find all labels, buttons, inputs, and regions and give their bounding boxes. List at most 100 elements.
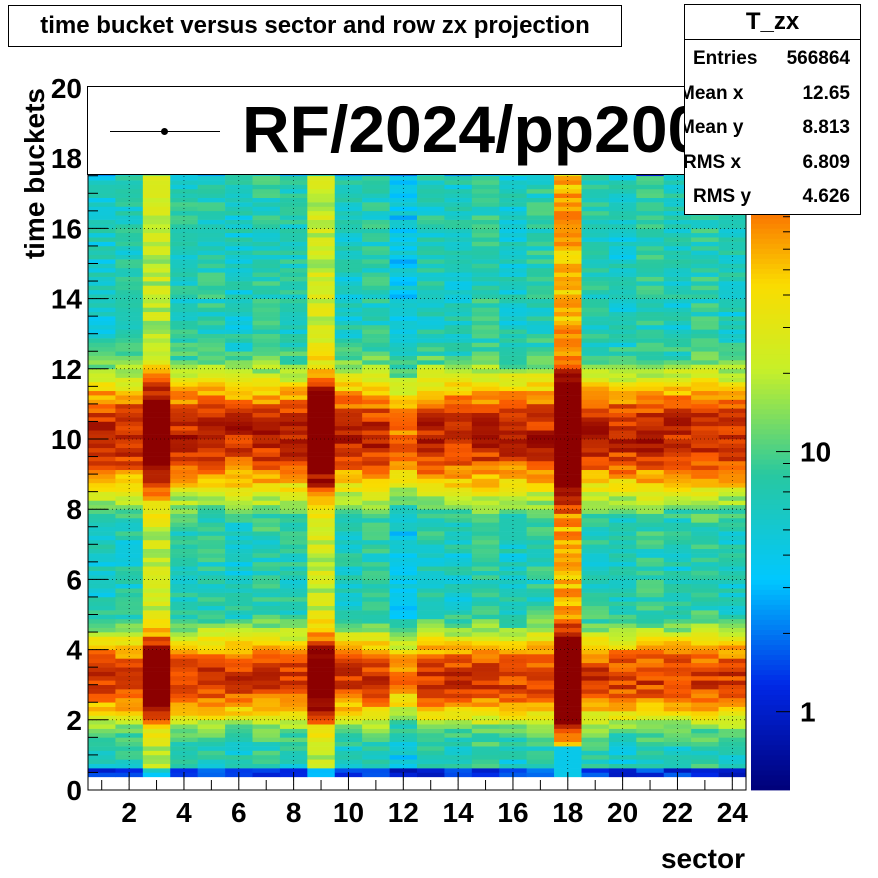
- heatmap-cell: [115, 364, 144, 370]
- heatmap-cell: [499, 737, 527, 743]
- heatmap-cell: [663, 715, 692, 721]
- heatmap-cell: [663, 180, 692, 185]
- color-scale-swatch: [751, 524, 790, 530]
- heatmap-cell: [718, 368, 746, 374]
- color-scale-swatch: [751, 268, 790, 274]
- color-scale-swatch: [751, 333, 790, 340]
- heatmap-cell: [499, 465, 527, 471]
- heatmap-cell: [471, 267, 500, 273]
- heatmap-cell: [334, 272, 363, 277]
- heatmap-cell: [115, 487, 144, 492]
- heatmap-cell: [252, 715, 281, 721]
- heatmap-cell: [88, 680, 116, 685]
- heatmap-cell: [718, 417, 746, 422]
- heatmap-cell: [389, 368, 418, 374]
- heatmap-cell: [526, 649, 555, 655]
- heatmap-cell: [252, 614, 281, 620]
- heatmap-cell: [88, 614, 116, 620]
- heatmap-cell: [526, 596, 555, 602]
- color-scale-swatch: [751, 373, 790, 380]
- heatmap-cell: [252, 636, 281, 642]
- heatmap-cell: [362, 377, 390, 383]
- heatmap-cell: [170, 439, 198, 444]
- heatmap-cell: [554, 662, 582, 668]
- heatmap-cell: [444, 539, 473, 545]
- heatmap-cell: [307, 386, 336, 392]
- heatmap-cell: [88, 452, 116, 457]
- heatmap-cell: [362, 724, 390, 729]
- heatmap-cell: [362, 570, 390, 576]
- heatmap-cell: [362, 746, 390, 751]
- heatmap-cell: [499, 504, 527, 510]
- heatmap-cell: [334, 263, 363, 269]
- heatmap-cell: [663, 228, 692, 234]
- heatmap-cell: [554, 548, 582, 554]
- heatmap-cell: [417, 377, 445, 383]
- heatmap-cell: [307, 610, 336, 615]
- heatmap-cell: [663, 403, 692, 409]
- heatmap-cell: [170, 553, 198, 558]
- heatmap-cell: [608, 316, 637, 321]
- heatmap-cell: [334, 719, 363, 725]
- heatmap-cell: [417, 640, 445, 646]
- heatmap-cell: [526, 592, 555, 598]
- heatmap-cell: [279, 276, 308, 282]
- heatmap-cell: [142, 627, 171, 633]
- heatmap-cell: [499, 241, 527, 247]
- heatmap-cell: [554, 329, 582, 334]
- legend-marker-dot: [161, 128, 168, 135]
- heatmap-cell: [115, 180, 144, 185]
- heatmap-cell: [636, 311, 665, 317]
- heatmap-cell: [499, 623, 527, 628]
- heatmap-cell: [608, 377, 637, 383]
- heatmap-cell: [225, 302, 253, 308]
- heatmap-cell: [252, 693, 281, 699]
- heatmap-cell: [718, 355, 746, 361]
- heatmap-cell: [417, 465, 445, 471]
- heatmap-cell: [444, 281, 473, 286]
- heatmap-cell: [197, 702, 226, 707]
- heatmap-cell: [170, 759, 198, 764]
- heatmap-cell: [691, 307, 719, 313]
- heatmap-cell: [554, 188, 582, 194]
- heatmap-cell: [362, 276, 390, 282]
- x-tick-label: 12: [388, 797, 419, 828]
- heatmap-cell: [581, 228, 610, 234]
- heatmap-cell: [663, 307, 692, 313]
- heatmap-cell: [142, 724, 171, 729]
- heatmap-cell: [279, 526, 308, 532]
- heatmap-cell: [197, 759, 226, 764]
- heatmap-cell: [636, 193, 665, 198]
- heatmap-cell: [252, 316, 281, 321]
- heatmap-cell: [554, 588, 582, 593]
- heatmap-cell: [526, 548, 555, 554]
- heatmap-cell: [170, 452, 198, 457]
- heatmap-cell: [718, 228, 746, 234]
- heatmap-cell: [526, 285, 555, 291]
- heatmap-cell: [142, 610, 171, 615]
- heatmap-cell: [636, 575, 665, 580]
- heatmap-cell: [444, 346, 473, 352]
- heatmap-cell: [362, 193, 390, 198]
- heatmap-cell: [554, 241, 582, 247]
- heatmap-cell: [417, 237, 445, 242]
- heatmap-cell: [554, 482, 582, 488]
- heatmap-cell: [636, 202, 665, 207]
- heatmap-cell: [115, 645, 144, 650]
- heatmap-cell: [197, 439, 226, 444]
- heatmap-cell: [417, 434, 445, 440]
- heatmap-cell: [252, 680, 281, 685]
- heatmap-cell: [581, 671, 610, 677]
- heatmap-cell: [608, 276, 637, 282]
- heatmap-cell: [417, 596, 445, 602]
- heatmap-cell: [252, 732, 281, 738]
- heatmap-cell: [691, 500, 719, 506]
- heatmap-cell: [279, 311, 308, 317]
- heatmap-cell: [526, 403, 555, 409]
- heatmap-cell: [252, 728, 281, 734]
- color-scale-swatch: [751, 358, 790, 365]
- heatmap-cell: [334, 680, 363, 685]
- heatmap-cell: [718, 715, 746, 721]
- heatmap-cell: [499, 210, 527, 216]
- heatmap-cell: [663, 421, 692, 427]
